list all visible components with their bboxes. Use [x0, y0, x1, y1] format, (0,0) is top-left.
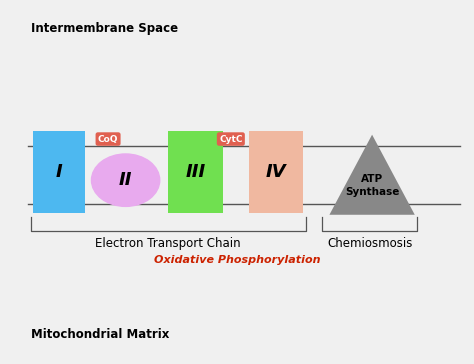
Text: III: III	[185, 163, 206, 181]
Text: CytC: CytC	[219, 135, 243, 143]
FancyBboxPatch shape	[168, 131, 223, 213]
Text: Mitochondrial Matrix: Mitochondrial Matrix	[31, 328, 169, 341]
Text: Oxidative Phosphorylation: Oxidative Phosphorylation	[154, 255, 320, 265]
Text: Electron Transport Chain: Electron Transport Chain	[95, 237, 241, 250]
Polygon shape	[329, 135, 415, 215]
Text: II: II	[119, 171, 132, 189]
Text: I: I	[56, 163, 63, 181]
Text: CoQ: CoQ	[98, 135, 118, 143]
Text: IV: IV	[266, 163, 286, 181]
Text: ATP
Synthase: ATP Synthase	[345, 174, 399, 197]
FancyBboxPatch shape	[249, 131, 303, 213]
Circle shape	[91, 154, 160, 206]
Text: Intermembrane Space: Intermembrane Space	[31, 22, 178, 35]
FancyBboxPatch shape	[33, 131, 85, 213]
Text: Chemiosmosis: Chemiosmosis	[327, 237, 412, 250]
